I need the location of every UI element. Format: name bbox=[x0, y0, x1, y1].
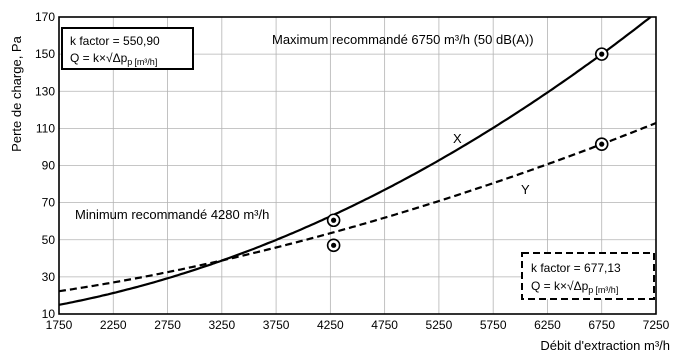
x-tick-label: 4750 bbox=[371, 318, 398, 332]
x-tick-label: 3750 bbox=[263, 318, 290, 332]
x-tick-label: 3250 bbox=[208, 318, 235, 332]
minimum-annotation: Minimum recommandé 4280 m³/h bbox=[75, 207, 269, 222]
marker-dot bbox=[599, 51, 605, 57]
maximum-annotation: Maximum recommandé 6750 m³/h (50 dB(A)) bbox=[272, 32, 534, 47]
marker-dot bbox=[331, 217, 337, 223]
series-x-curve bbox=[58, 16, 652, 306]
legend-x-formula-main: Q = k×√Δp bbox=[70, 51, 128, 65]
x-tick-label: 7250 bbox=[643, 318, 670, 332]
x-tick-label: 1750 bbox=[46, 318, 73, 332]
x-tick-label: 5250 bbox=[426, 318, 453, 332]
legend-y-formula-sub: p bbox=[588, 285, 593, 295]
legend-box-x: k factor = 550,90 Q = k×√Δpp [m³/h] bbox=[61, 27, 194, 70]
x-axis-label: Débit d'extraction m³/h bbox=[540, 338, 670, 353]
legend-box-x-frame bbox=[61, 27, 194, 70]
y-tick-label: 170 bbox=[35, 10, 55, 24]
x-tick-label: 2250 bbox=[100, 318, 127, 332]
plot-frame bbox=[58, 16, 657, 315]
y-tick-label: 110 bbox=[36, 121, 55, 135]
x-tick-label: 6750 bbox=[588, 318, 615, 332]
legend-y-formula-main: Q = k×√Δp bbox=[531, 279, 589, 293]
legend-box-y: k factor = 677,13 Q = k×√Δpp [m³/h] bbox=[521, 252, 655, 300]
x-tick-label: 2750 bbox=[154, 318, 181, 332]
y-tick-labels: 10 30 50 70 90 110 130 150 170 bbox=[35, 10, 55, 321]
y-tick-label: 130 bbox=[35, 84, 55, 98]
y-tick-label: 30 bbox=[42, 270, 56, 284]
x-tick-label: 5750 bbox=[480, 318, 507, 332]
x-tick-labels: 1750 2250 2750 3250 3750 4250 4750 5250 5750 6250… bbox=[46, 318, 670, 332]
y-tick-label: 70 bbox=[42, 196, 56, 210]
legend-y-formula-unit: [m³/h] bbox=[595, 285, 618, 295]
y-tick-label: 90 bbox=[42, 159, 56, 173]
legend-x-formula-sub: p bbox=[127, 57, 132, 67]
curves bbox=[58, 16, 657, 306]
series-y-curve bbox=[58, 121, 657, 293]
legend-y-formula: Q = k×√Δpp [m³/h] bbox=[531, 279, 618, 295]
y-tick-label: 50 bbox=[42, 233, 56, 247]
legend-x-formula: Q = k×√Δpp [m³/h] bbox=[70, 51, 157, 67]
markers bbox=[326, 47, 609, 253]
x-tick-label: 4250 bbox=[317, 318, 344, 332]
legend-x-formula-unit: [m³/h] bbox=[134, 57, 157, 67]
legend-box-y-frame bbox=[521, 252, 655, 300]
series-y-label: Y bbox=[521, 182, 530, 197]
x-tick-label: 6250 bbox=[534, 318, 561, 332]
y-tick-label: 150 bbox=[35, 47, 55, 61]
marker-dot bbox=[331, 242, 337, 248]
y-tick-label: 10 bbox=[42, 307, 56, 321]
legend-y-kfactor: k factor = 677,13 bbox=[531, 261, 621, 275]
legend-x-kfactor: k factor = 550,90 bbox=[70, 34, 160, 48]
marker-dot bbox=[599, 141, 605, 147]
y-axis-label: Perte de charge, Pa bbox=[9, 35, 24, 151]
series-x-label: X bbox=[453, 131, 462, 146]
